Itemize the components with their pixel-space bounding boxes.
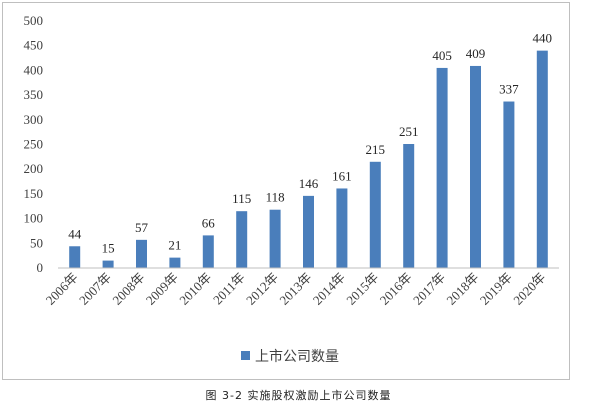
y-tick-label: 450 <box>24 38 44 53</box>
bar <box>202 235 214 268</box>
bar <box>236 211 248 268</box>
x-tick-label: 2006年 <box>43 270 81 308</box>
data-label: 118 <box>266 190 285 205</box>
legend-label: 上市公司数量 <box>255 348 339 365</box>
data-label: 146 <box>299 176 319 191</box>
bar <box>69 246 81 268</box>
y-tick-label: 250 <box>24 137 44 152</box>
data-label: 440 <box>533 31 553 46</box>
figure-caption: 图 3-2 实施股权激励上市公司数量 <box>205 389 392 402</box>
y-tick-label: 400 <box>24 62 44 77</box>
x-tick-label: 2011年 <box>210 270 248 308</box>
x-tick-label: 2016年 <box>377 270 415 308</box>
bar <box>436 67 448 269</box>
legend-swatch <box>241 351 250 360</box>
data-label: 66 <box>202 215 216 230</box>
y-tick-label: 500 <box>24 13 44 28</box>
y-tick-label: 50 <box>30 235 43 250</box>
chart-frame: 0 50 100 150 200 250 300 350 400 450 500 2006年 2007… <box>2 2 570 380</box>
y-tick-label: 100 <box>24 211 44 226</box>
bar <box>269 209 281 268</box>
data-label: 15 <box>102 241 115 256</box>
y-tick-label: 150 <box>24 186 44 201</box>
x-tick-label: 2008年 <box>109 270 147 308</box>
x-tick-label: 2017年 <box>410 270 448 308</box>
data-label: 215 <box>366 142 386 157</box>
data-label: 115 <box>232 191 251 206</box>
bar <box>536 50 548 268</box>
data-label: 44 <box>68 226 82 241</box>
bar <box>303 195 314 268</box>
data-label: 57 <box>135 220 149 235</box>
bar <box>136 239 147 268</box>
x-tick-label: 2012年 <box>243 270 281 308</box>
data-label: 405 <box>432 48 452 63</box>
y-tick-label: 200 <box>24 161 44 176</box>
bar <box>403 144 415 268</box>
x-tick-label: 2013年 <box>276 270 314 308</box>
bar <box>336 188 348 268</box>
x-tick-label: 2010年 <box>176 270 214 308</box>
bar <box>102 260 114 268</box>
bar <box>503 101 515 268</box>
x-tick-label: 2015年 <box>343 270 381 308</box>
bar <box>369 161 381 268</box>
bar <box>470 65 481 268</box>
x-tick-label: 2009年 <box>143 270 181 308</box>
data-label: 21 <box>168 238 181 253</box>
bar <box>169 257 181 268</box>
data-label: 409 <box>466 46 486 61</box>
bar-chart: 0 50 100 150 200 250 300 350 400 450 500 2006年2007… <box>24 13 559 365</box>
data-label: 337 <box>499 82 519 97</box>
x-tick-label: 2014年 <box>310 270 348 308</box>
y-tick-label: 0 <box>37 260 44 275</box>
x-tick-label: 2020年 <box>510 270 548 308</box>
legend: 上市公司数量 <box>241 348 339 365</box>
data-label: 161 <box>332 168 352 183</box>
x-tick-label: 2007年 <box>76 270 114 308</box>
data-label: 251 <box>399 124 419 139</box>
x-tick-label: 2019年 <box>477 270 515 308</box>
y-tick-label: 350 <box>24 87 44 102</box>
x-tick-label: 2018年 <box>443 270 481 308</box>
y-tick-label: 300 <box>24 112 44 127</box>
